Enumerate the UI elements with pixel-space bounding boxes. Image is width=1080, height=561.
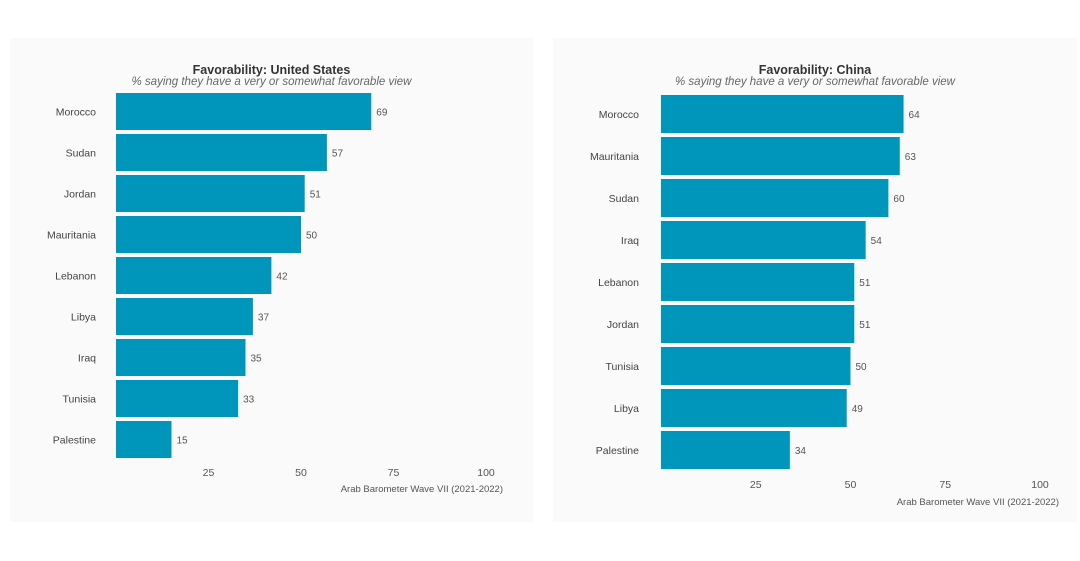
category-label: Libya [71,312,96,324]
value-label: 57 [332,149,344,160]
value-label: 35 [251,354,263,365]
category-label: Mauritania [590,151,639,163]
value-label: 49 [852,404,864,415]
category-label: Sudan [609,193,640,205]
bar [116,380,239,417]
bar [661,389,847,427]
bar [116,175,305,212]
category-label: Mauritania [47,230,96,242]
x-tick-label: 100 [477,467,495,479]
bar [661,263,855,301]
value-label: 51 [859,320,871,331]
category-label: Iraq [78,353,96,365]
value-label: 69 [376,108,388,119]
bar-chart-china: Morocco 64 Mauritania 63 Sudan 60 Iraq 54 Lebano… [590,95,1049,491]
category-label: Iraq [621,235,639,247]
chart-caption: Arab Barometer Wave VII (2021-2022) [340,484,503,495]
bar [116,216,301,253]
bar [661,431,790,469]
bar [116,339,246,376]
bar [116,298,253,335]
value-label: 33 [243,395,255,406]
x-tick-label: 25 [750,479,762,491]
category-label: Lebanon [55,271,96,283]
category-label: Tunisia [63,394,97,406]
chart-title: Favorability: China [758,63,872,77]
category-label: Lebanon [598,277,639,289]
value-label: 42 [276,272,288,283]
value-label: 15 [177,436,189,447]
x-tick-label: 75 [939,479,951,491]
category-label: Morocco [599,109,639,121]
value-label: 50 [306,231,318,242]
category-label: Jordan [64,189,96,201]
category-label: Tunisia [606,361,640,373]
value-label: 51 [310,190,322,201]
x-tick-label: 75 [388,467,400,479]
bar [116,257,272,294]
value-label: 63 [905,152,917,163]
category-label: Jordan [607,319,639,331]
value-label: 50 [856,362,868,373]
x-tick-label: 25 [203,467,215,479]
category-label: Palestine [596,445,639,457]
value-label: 60 [893,194,905,205]
chart-subtitle: % saying they have a very or somewhat fa… [131,76,412,88]
x-tick-label: 100 [1031,479,1049,491]
category-label: Palestine [53,435,96,447]
bar [661,95,904,133]
chart-panel-united-states: Favorability: United States % saying the… [10,38,533,522]
value-label: 54 [871,236,883,247]
category-label: Libya [614,403,639,415]
bar [661,305,855,343]
bar [661,179,889,217]
value-label: 37 [258,313,270,324]
value-label: 51 [859,278,871,289]
chart-panel-china: Favorability: China % saying they have a… [553,38,1077,522]
bar [116,93,372,130]
bar [661,221,866,259]
value-label: 34 [795,446,807,457]
category-label: Morocco [56,107,96,119]
bar [661,137,900,175]
category-label: Sudan [66,148,97,160]
bar [116,421,172,458]
value-label: 64 [909,110,921,121]
bar [116,134,327,171]
x-tick-label: 50 [295,467,307,479]
chart-subtitle: % saying they have a very or somewhat fa… [675,76,955,88]
x-tick-label: 50 [845,479,857,491]
chart-caption: Arab Barometer Wave VII (2021-2022) [896,497,1059,508]
chart-title: Favorability: United States [192,63,351,77]
bar-chart-united-states: Morocco 69 Sudan 57 Jordan 51 Mauritania 50 Leba… [47,93,495,479]
bar [661,347,851,385]
